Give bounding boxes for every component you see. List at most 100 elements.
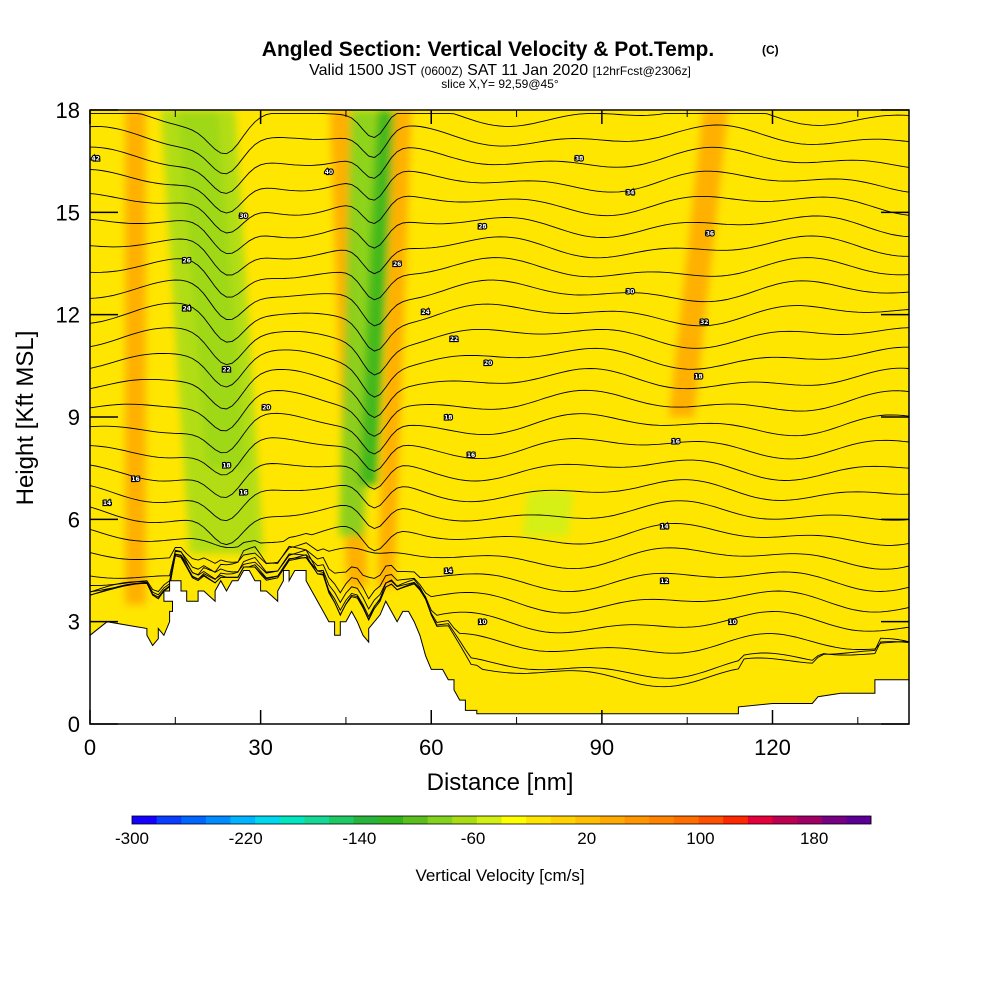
theta-contour <box>90 500 909 546</box>
x-tick-label: 0 <box>84 735 96 760</box>
theta-contour-label: 28 <box>478 223 486 230</box>
theta-contour-label: 22 <box>222 367 230 374</box>
theta-contour-label: 24 <box>183 305 191 312</box>
chart-title: Angled Section: Vertical Velocity & Pot.… <box>262 38 714 61</box>
colorbar-swatch <box>698 816 724 824</box>
colorbar-swatch <box>821 816 847 824</box>
colorbar-tick-label: 20 <box>577 829 596 848</box>
theta-contour-label: 40 <box>325 169 333 176</box>
theta-contour <box>90 549 909 593</box>
theta-contour-label: 18 <box>444 415 452 422</box>
chart-subtitle: Valid 1500 JST (0600Z) SAT 11 Jan 2020 [… <box>309 62 691 79</box>
theta-contour-label: 18 <box>222 462 230 469</box>
velocity-band <box>668 110 729 417</box>
chart-title-tag: (C) <box>762 43 779 57</box>
colorbar-swatch <box>255 816 281 824</box>
y-tick-label: 18 <box>56 98 80 123</box>
theta-contour <box>90 412 909 455</box>
colorbar-swatch <box>673 816 699 824</box>
theta-contour <box>90 389 909 437</box>
colorbar-swatch <box>427 816 453 824</box>
theta-contour-label: 24 <box>421 309 429 316</box>
colorbar-tick-label: 100 <box>686 829 714 848</box>
theta-contour-label: 32 <box>700 319 708 326</box>
theta-contour-labels: 10 14 12 10 14 16 18 16 18 20 22 24 26 28 30 32 36 34 38 40… <box>90 154 738 627</box>
theta-contour <box>90 146 909 194</box>
theta-contour <box>90 545 909 688</box>
theta-contour <box>90 235 909 276</box>
y-tick-label: 9 <box>68 405 80 430</box>
theta-contour <box>90 193 909 234</box>
theta-contour <box>90 553 909 679</box>
theta-contour-label: 16 <box>239 490 247 497</box>
colorbar-frame <box>131 815 872 825</box>
colorbar-swatch <box>797 816 823 824</box>
velocity-band <box>377 110 412 588</box>
plot-area: 10 14 12 10 14 16 18 16 18 20 22 24 26 28 30 32 36 34 38 40… <box>90 110 909 724</box>
theta-contour-label: 38 <box>575 155 583 162</box>
theta-contour-label: 14 <box>103 500 111 507</box>
colorbar-tick-label: -220 <box>229 829 263 848</box>
colorbar-swatch <box>575 816 601 824</box>
y-tick-label: 0 <box>68 712 80 737</box>
theta-contour-label: 10 <box>478 619 486 626</box>
colorbar-swatch <box>649 816 675 824</box>
velocity-band <box>125 110 146 605</box>
theta-contour <box>90 542 909 570</box>
colorbar-swatch <box>329 816 355 824</box>
colorbar-swatch <box>501 816 527 824</box>
colorbar-swatch <box>747 816 773 824</box>
colorbar-swatch <box>230 816 256 824</box>
colorbar-swatch <box>378 816 404 824</box>
subtitle-date: SAT 11 Jan 2020 <box>467 62 588 79</box>
theta-contour <box>90 459 909 498</box>
theta-contour <box>90 169 909 214</box>
subtitle-prefix: Valid 1500 JST <box>309 62 417 79</box>
theta-contour <box>90 215 909 255</box>
colorbar: -300 -220 -140 -60 20 100 180 <box>115 815 872 848</box>
theta-contour-label: 30 <box>239 213 247 220</box>
colorbar-swatch <box>452 816 478 824</box>
theta-contour <box>90 327 909 376</box>
colorbar-swatch <box>772 816 798 824</box>
colorbar-swatch <box>624 816 650 824</box>
subtitle-utc: (0600Z) <box>421 64 463 78</box>
velocity-band <box>359 110 395 486</box>
colorbar-swatch <box>723 816 749 824</box>
theta-contours <box>90 112 909 688</box>
x-tick-label: 60 <box>419 735 443 760</box>
theta-contour-label: 34 <box>626 189 634 196</box>
theta-contour-label: 16 <box>467 452 475 459</box>
theta-contour <box>90 367 909 419</box>
theta-contour <box>90 279 909 327</box>
theta-contour-label: 26 <box>183 258 191 265</box>
x-tick-label: 120 <box>754 735 791 760</box>
y-tick-label: 3 <box>68 610 80 635</box>
theta-contour-label: 20 <box>484 360 492 367</box>
slice-info: slice X,Y= 92,59@45° <box>441 77 559 91</box>
colorbar-swatch <box>156 816 182 824</box>
x-tick-label: 90 <box>590 735 614 760</box>
x-axis-label: Distance [nm] <box>427 769 574 796</box>
colorbar-swatch <box>181 816 207 824</box>
colorbar-swatch <box>205 816 231 824</box>
colorbar-swatch <box>550 816 576 824</box>
y-axis-label: Height [Kft MSL] <box>12 331 39 506</box>
velocity-band <box>522 492 574 537</box>
theta-contour-label: 16 <box>131 476 139 483</box>
colorbar-label: Vertical Velocity [cm/s] <box>415 866 584 885</box>
colorbar-swatch <box>279 816 305 824</box>
theta-contour-label: 36 <box>706 230 714 237</box>
colorbar-tick-label: 180 <box>800 829 828 848</box>
colorbar-swatch <box>304 816 330 824</box>
theta-contour-label: 30 <box>626 288 634 295</box>
colorbar-tick-label: -140 <box>342 829 376 848</box>
theta-contour <box>90 257 909 301</box>
colorbar-swatch <box>132 816 158 824</box>
colorbar-swatch <box>526 816 552 824</box>
theta-contour-label: 14 <box>660 524 668 531</box>
theta-contour-label: 14 <box>444 568 452 575</box>
y-tick-label: 15 <box>56 200 80 225</box>
theta-contour <box>90 437 909 476</box>
theta-contour <box>90 302 909 352</box>
